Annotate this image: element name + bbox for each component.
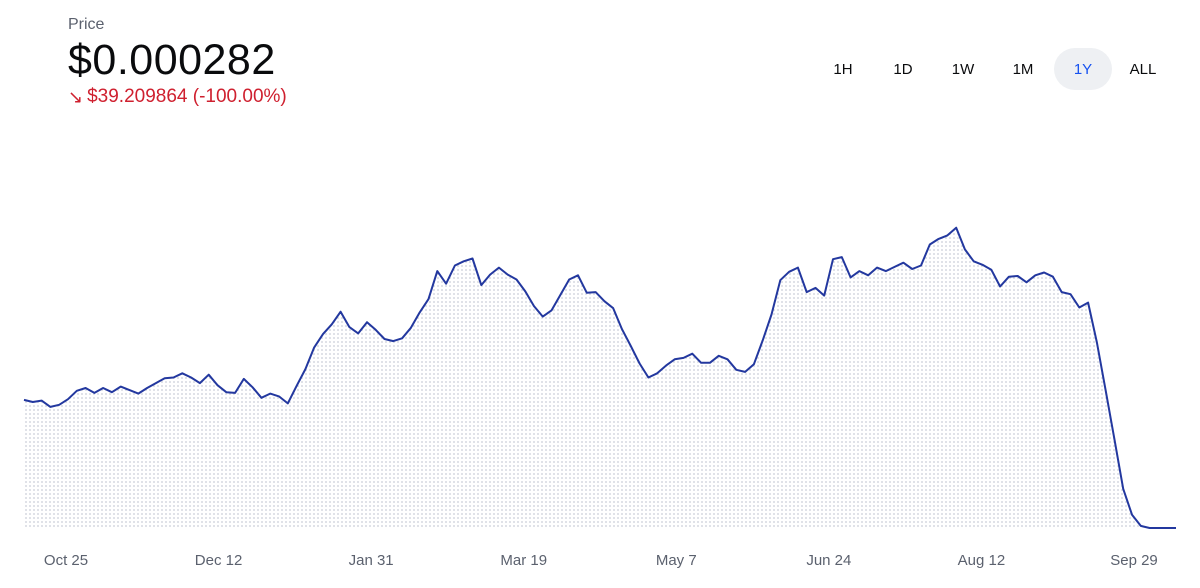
price-label: Price [68, 16, 105, 33]
range-button-1m[interactable]: 1M [1012, 60, 1034, 78]
x-tick-label: Jun 24 [806, 552, 851, 569]
x-tick-label: Jan 31 [349, 552, 394, 569]
trend-down-icon: ↘ [68, 86, 84, 107]
price-area-fill [24, 227, 1176, 528]
x-tick-label: Dec 12 [195, 552, 243, 569]
range-button-1w[interactable]: 1W [951, 60, 975, 78]
time-range-selector: 1H 1D 1W 1M 1Y ALL [814, 48, 1172, 90]
price-series-line [23, 226, 1176, 529]
x-tick-label: Oct 25 [44, 552, 88, 569]
x-tick-label: Aug 12 [958, 552, 1006, 569]
price-change-text: $39.209864 (-100.00%) [87, 86, 287, 107]
range-button-1d[interactable]: 1D [893, 60, 913, 78]
range-button-1h[interactable]: 1H [833, 60, 853, 78]
range-button-all[interactable]: ALL [1129, 60, 1157, 78]
range-button-1y[interactable]: 1Y [1054, 48, 1112, 90]
x-tick-label: Mar 19 [500, 552, 547, 569]
current-price: $0.000282 [68, 36, 276, 84]
x-tick-label: Sep 29 [1110, 552, 1158, 569]
x-tick-label: May 7 [656, 552, 697, 569]
price-change: ↘ $39.209864 (-100.00%) [68, 86, 287, 108]
price-header: Price $0.000282 ↘ $39.209864 (-100.00%) [68, 16, 287, 108]
